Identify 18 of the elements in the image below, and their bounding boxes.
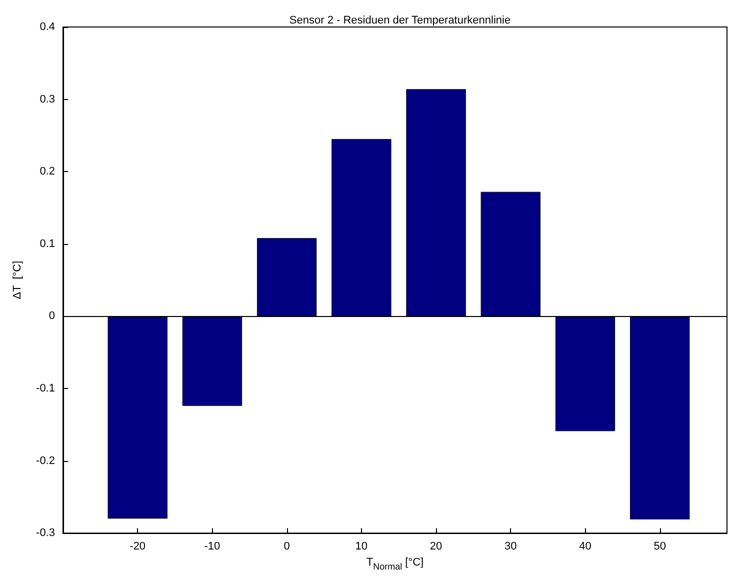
x-tick-label: 50 — [654, 540, 666, 553]
y-tick-label: 0.4 — [40, 21, 55, 33]
x-tick-label: 10 — [355, 540, 368, 553]
x-tick-label: 0 — [284, 540, 290, 553]
chart-title: Sensor 2 - Residuen der Temperaturkennlinie — [289, 14, 511, 26]
y-tick-label: 0.1 — [40, 238, 55, 250]
x-tick-label: 20 — [430, 540, 442, 553]
y-tick-label: -0.3 — [36, 527, 55, 540]
y-tick-label: 0.3 — [40, 93, 55, 106]
y-tick-label: -0.2 — [36, 454, 55, 467]
x-tick-label: -10 — [204, 540, 220, 553]
y-tick-label: -0.1 — [36, 382, 55, 394]
y-tick-label: 0.2 — [40, 166, 55, 178]
x-tick-label: -20 — [130, 540, 146, 553]
x-tick-label: 40 — [579, 540, 592, 553]
y-tick-label: 0 — [48, 310, 55, 322]
y-axis-title: ΔT [°C] — [12, 260, 24, 300]
x-tick-label: 30 — [504, 540, 517, 553]
